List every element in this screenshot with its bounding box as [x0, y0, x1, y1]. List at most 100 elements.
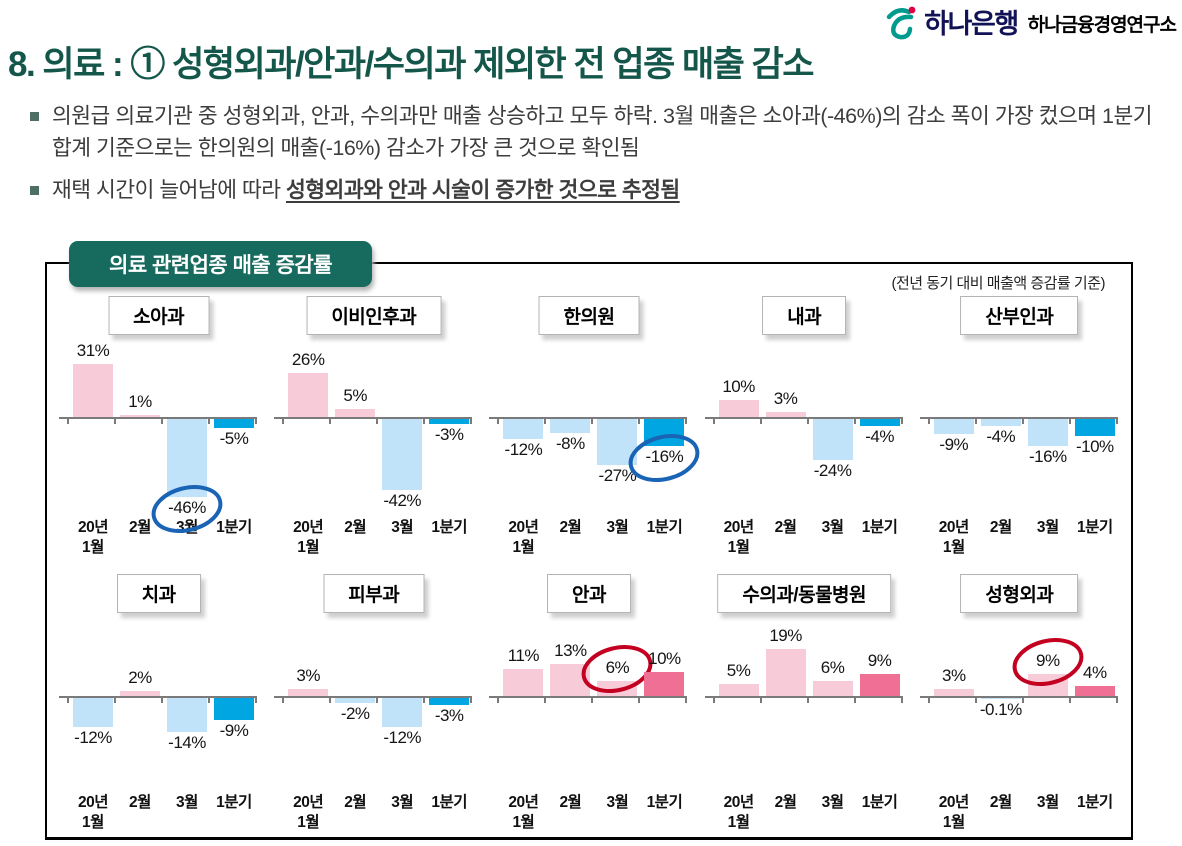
x-axis-label: 3월 — [606, 794, 629, 811]
bar — [812, 419, 853, 460]
axis-tick — [853, 419, 856, 424]
bar — [429, 698, 470, 706]
bar — [765, 649, 806, 696]
axis-tick — [255, 419, 257, 424]
bar-value-label: -27% — [598, 465, 637, 485]
bar — [382, 698, 423, 728]
axis-tick — [161, 698, 163, 703]
bar-value-label: -46% — [168, 498, 206, 518]
bar-value-label: -5% — [219, 428, 249, 448]
axis-line — [274, 696, 473, 698]
bar-value-label: 1% — [128, 392, 152, 412]
axis-tick — [685, 698, 688, 703]
axis-line — [489, 696, 688, 698]
mini-chart-title: 내과 — [762, 296, 847, 335]
axis-tick — [1115, 419, 1118, 424]
chart-panel: 의료 관련업종 매출 증감률 (전년 동기 대비 매출액 증감률 기준) 소아과… — [45, 241, 1133, 840]
axis-tick — [208, 698, 210, 703]
hana-symbol-icon — [887, 6, 916, 39]
axis-tick — [497, 698, 500, 703]
bar-value-label: -4% — [865, 426, 894, 446]
axis-tick — [974, 419, 977, 424]
axis-tick — [712, 419, 715, 424]
bar-value-label: -12% — [504, 440, 543, 460]
axis-tick — [759, 698, 762, 703]
mini-chart-피부과: 피부과 3% 20년 1월 -2% 2월 -12% 3월 -3% 1분기 — [266, 554, 481, 834]
x-axis-label: 20년 1월 — [938, 519, 970, 557]
bar — [429, 419, 470, 425]
axis-tick — [255, 698, 257, 703]
axis-tick — [900, 698, 903, 703]
bar — [980, 419, 1021, 426]
x-axis-label: 20년 1월 — [723, 794, 755, 832]
chart-panel-title: 의료 관련업종 매출 증감률 — [69, 241, 373, 287]
x-axis-label: 3월 — [391, 519, 414, 536]
bar — [644, 671, 685, 696]
axis-line — [59, 696, 257, 698]
hana-symbol-dot — [908, 6, 916, 13]
bullet-text: 재택 시간이 늘어남에 따라 — [52, 177, 286, 202]
mini-chart-수의과/동물병원: 수의과/동물병원 5% 20년 1월 19% 2월 6% 3월 9% 1분기 — [697, 554, 912, 834]
summary-bullets: 의원급 의료기관 중 성형외과, 안과, 수의과만 매출 상승하고 모두 하락.… — [30, 100, 1160, 215]
bar-value-label: -24% — [813, 460, 852, 480]
axis-tick — [974, 698, 977, 703]
mini-chart-title: 이비인후과 — [306, 296, 442, 335]
chart-panel-note: (전년 동기 대비 매출액 증감률 기준) — [891, 275, 1105, 292]
axis-line — [59, 417, 257, 419]
axis-tick — [114, 419, 116, 424]
bar-value-label: 6% — [820, 658, 845, 678]
bar-value-label: -16% — [1028, 447, 1067, 467]
bar — [120, 415, 160, 417]
axis-tick — [1021, 419, 1024, 424]
x-axis-label: 2월 — [774, 519, 797, 536]
bar — [718, 683, 759, 696]
axis-tick — [282, 698, 285, 703]
bar — [812, 681, 853, 696]
axis-line — [704, 417, 903, 419]
axis-line — [489, 417, 688, 419]
bar — [644, 419, 685, 447]
axis-tick — [900, 419, 903, 424]
bar — [382, 419, 423, 491]
bar-value-label: -42% — [383, 491, 422, 511]
institute-name: 하나금융경영연구소 — [1027, 15, 1177, 36]
axis-tick — [638, 698, 641, 703]
axis-tick — [638, 419, 641, 424]
x-axis-label: 2월 — [774, 794, 797, 811]
mini-chart-내과: 내과 10% 20년 1월 3% 2월 -24% 3월 -4% 1분기 — [697, 292, 912, 556]
x-axis-label: 1분기 — [646, 519, 683, 536]
axis-tick — [685, 419, 688, 424]
mini-chart-한의원: 한의원 -12% 20년 1월 -8% 2월 -27% 3월 -16% 1분기 — [481, 292, 700, 556]
bar-value-label: 26% — [291, 349, 325, 369]
bar — [167, 698, 207, 733]
mini-chart-title: 수의과/동물병원 — [717, 574, 892, 613]
bullet-item: 재택 시간이 늘어남에 따라 성형외과와 안과 시술이 증가한 것으로 추정됨 — [30, 174, 1160, 206]
axis-tick — [470, 419, 473, 424]
x-axis-label: 1분기 — [1076, 794, 1113, 811]
bar — [1027, 419, 1068, 447]
axis-tick — [591, 698, 594, 703]
axis-tick — [1068, 419, 1071, 424]
axis-tick — [927, 698, 930, 703]
x-axis-label: 20년 1월 — [508, 794, 539, 832]
bar-value-label: -8% — [556, 433, 585, 453]
axis-tick — [806, 698, 809, 703]
x-axis-label: 1분기 — [216, 519, 252, 536]
axis-tick — [114, 698, 116, 703]
x-axis-label: 1분기 — [431, 794, 467, 811]
bar-value-label: 9% — [867, 650, 892, 670]
bar-value-label: -9% — [939, 435, 969, 455]
x-axis-label: 2월 — [559, 519, 582, 536]
mini-chart-title: 산부인과 — [960, 296, 1079, 335]
x-axis-label: 3월 — [821, 519, 844, 536]
axis-tick — [759, 419, 762, 424]
mini-chart-산부인과: 산부인과 -9% 20년 1월 -4% 2월 -16% 3월 -10% 1분기 — [912, 292, 1127, 556]
bar — [73, 698, 113, 728]
bar — [718, 400, 759, 417]
bar-value-label: 19% — [769, 626, 802, 646]
bullet-emphasis: 성형외과와 안과 시술이 증가한 것으로 추정됨 — [285, 177, 680, 202]
axis-tick — [67, 698, 69, 703]
bar-value-label: -3% — [434, 706, 464, 726]
bar-value-label: 3% — [296, 665, 320, 685]
x-axis-label: 20년 1월 — [77, 519, 109, 557]
